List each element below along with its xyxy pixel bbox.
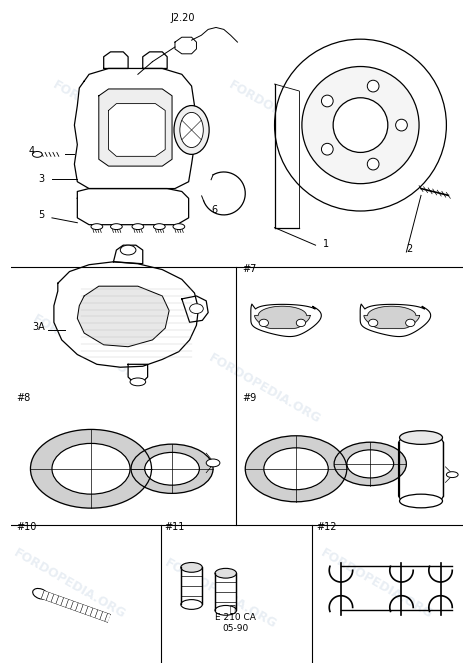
Polygon shape: [77, 189, 188, 225]
Polygon shape: [347, 450, 394, 478]
Text: 2: 2: [407, 244, 413, 254]
Text: 1: 1: [323, 239, 330, 249]
Ellipse shape: [91, 223, 103, 229]
Text: 4: 4: [29, 146, 35, 156]
Polygon shape: [128, 364, 148, 382]
Polygon shape: [182, 296, 208, 322]
Ellipse shape: [333, 98, 388, 152]
Text: #8: #8: [16, 393, 30, 403]
Text: E 210 CA
05-90: E 210 CA 05-90: [215, 613, 256, 633]
Text: #11: #11: [164, 522, 185, 532]
Polygon shape: [131, 444, 213, 493]
Polygon shape: [145, 452, 200, 485]
Ellipse shape: [173, 223, 185, 229]
Ellipse shape: [120, 245, 136, 255]
Polygon shape: [175, 37, 196, 54]
Text: #12: #12: [317, 522, 337, 532]
Text: FORDOPEDIA.ORG: FORDOPEDIA.ORG: [50, 78, 167, 153]
Ellipse shape: [321, 144, 333, 155]
Ellipse shape: [111, 223, 122, 229]
Ellipse shape: [296, 319, 306, 327]
Text: FORDOPEDIA.ORG: FORDOPEDIA.ORG: [31, 312, 147, 387]
Polygon shape: [215, 573, 237, 611]
Text: #7: #7: [242, 264, 257, 274]
Polygon shape: [360, 304, 431, 337]
Ellipse shape: [302, 66, 419, 184]
Ellipse shape: [206, 459, 220, 467]
Text: ⓘ: ⓘ: [230, 603, 236, 613]
Ellipse shape: [190, 304, 203, 313]
Ellipse shape: [181, 562, 202, 572]
Ellipse shape: [259, 319, 269, 327]
Text: 6: 6: [211, 205, 217, 215]
Ellipse shape: [406, 319, 415, 327]
Polygon shape: [334, 442, 407, 486]
Polygon shape: [31, 429, 151, 508]
Polygon shape: [52, 444, 130, 494]
Ellipse shape: [367, 81, 379, 92]
Ellipse shape: [154, 223, 165, 229]
Text: #9: #9: [242, 393, 257, 403]
Polygon shape: [264, 448, 328, 490]
Ellipse shape: [321, 95, 333, 107]
Ellipse shape: [215, 568, 237, 578]
Ellipse shape: [130, 378, 146, 386]
Polygon shape: [109, 103, 165, 156]
Ellipse shape: [446, 472, 458, 478]
Polygon shape: [399, 437, 444, 501]
Polygon shape: [143, 52, 167, 68]
Ellipse shape: [180, 113, 203, 148]
Text: 3: 3: [38, 174, 44, 184]
Ellipse shape: [395, 119, 407, 131]
Text: FORDOPEDIA.ORG: FORDOPEDIA.ORG: [11, 547, 128, 621]
Ellipse shape: [367, 158, 379, 170]
Polygon shape: [255, 306, 310, 329]
Text: 3A: 3A: [32, 322, 45, 332]
Polygon shape: [104, 52, 128, 68]
Text: FORDOPEDIA.ORG: FORDOPEDIA.ORG: [319, 547, 435, 621]
Polygon shape: [113, 245, 143, 264]
Text: #10: #10: [16, 522, 36, 532]
Ellipse shape: [215, 605, 237, 615]
Polygon shape: [251, 304, 321, 337]
Ellipse shape: [174, 105, 209, 154]
Polygon shape: [364, 306, 419, 329]
Ellipse shape: [33, 588, 48, 599]
Text: FORDOPEDIA.ORG: FORDOPEDIA.ORG: [206, 352, 323, 426]
Text: 5: 5: [38, 210, 44, 220]
Ellipse shape: [132, 223, 144, 229]
Ellipse shape: [275, 39, 446, 211]
Polygon shape: [54, 262, 199, 367]
Polygon shape: [181, 568, 202, 605]
Polygon shape: [75, 68, 194, 189]
Polygon shape: [39, 590, 110, 621]
Ellipse shape: [400, 431, 443, 444]
Ellipse shape: [32, 152, 42, 157]
Polygon shape: [99, 89, 172, 166]
Polygon shape: [245, 435, 347, 502]
Text: J2.20: J2.20: [170, 13, 194, 23]
Ellipse shape: [400, 494, 443, 508]
Ellipse shape: [369, 319, 378, 327]
Text: FORDOPEDIA.ORG: FORDOPEDIA.ORG: [163, 556, 279, 631]
Polygon shape: [77, 287, 169, 347]
Text: FORDOPEDIA.ORG: FORDOPEDIA.ORG: [226, 78, 343, 153]
Ellipse shape: [181, 600, 202, 609]
